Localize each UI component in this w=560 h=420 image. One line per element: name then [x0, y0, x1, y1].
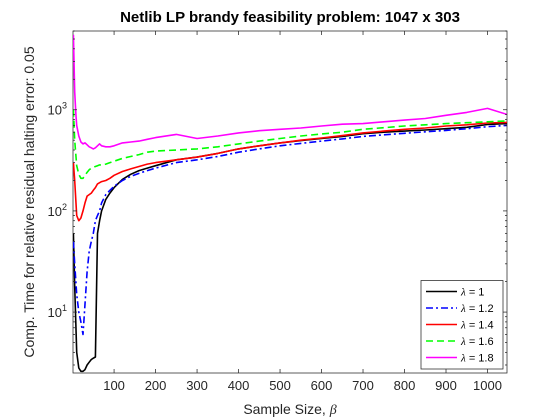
x-axis-ticks: 100 200 300 400 500 600 700 800 900 1000 — [103, 31, 502, 393]
legend-label: λ = 1.4 — [460, 320, 494, 332]
series-line-1 — [73, 122, 507, 373]
y-axis-label: Comp. Time for relative residual halting… — [21, 46, 37, 357]
x-tick-label: 700 — [352, 378, 374, 393]
legend-label: λ = 1.6 — [460, 336, 494, 348]
legend-label: λ = 1.2 — [460, 303, 494, 315]
x-tick-label: 400 — [228, 378, 250, 393]
x-tick-label: 300 — [186, 378, 208, 393]
legend-label: λ = 1.8 — [460, 353, 494, 365]
x-tick-label: 800 — [394, 378, 416, 393]
x-axis-label: Sample Size, β — [243, 401, 336, 418]
chart-title: Netlib LP brandy feasibility problem: 10… — [120, 9, 460, 26]
y-tick-label: 101 — [48, 303, 67, 320]
series-layer — [73, 34, 507, 373]
x-tick-label: 500 — [269, 378, 291, 393]
series-line-3 — [73, 121, 507, 222]
x-tick-label: 600 — [311, 378, 333, 393]
x-axis-label-text: Sample Size, — [243, 401, 329, 417]
series-line-2 — [73, 124, 507, 336]
legend: λ = 1 λ = 1.2 λ = 1.4 λ = 1.6 λ = 1.8 — [420, 280, 504, 370]
y-axis-ticks: 101 102 103 — [48, 30, 507, 366]
legend-label: λ = 1 — [460, 287, 484, 299]
x-tick-label: 1000 — [473, 378, 502, 393]
legend-box — [420, 280, 504, 370]
x-tick-label: 200 — [145, 378, 167, 393]
x-axis-label-symbol: β — [329, 403, 337, 418]
y-tick-label: 102 — [48, 202, 67, 219]
x-tick-label: 100 — [103, 378, 125, 393]
y-tick-label: 103 — [48, 101, 67, 118]
series-line-5 — [73, 34, 507, 150]
x-tick-label: 900 — [435, 378, 457, 393]
